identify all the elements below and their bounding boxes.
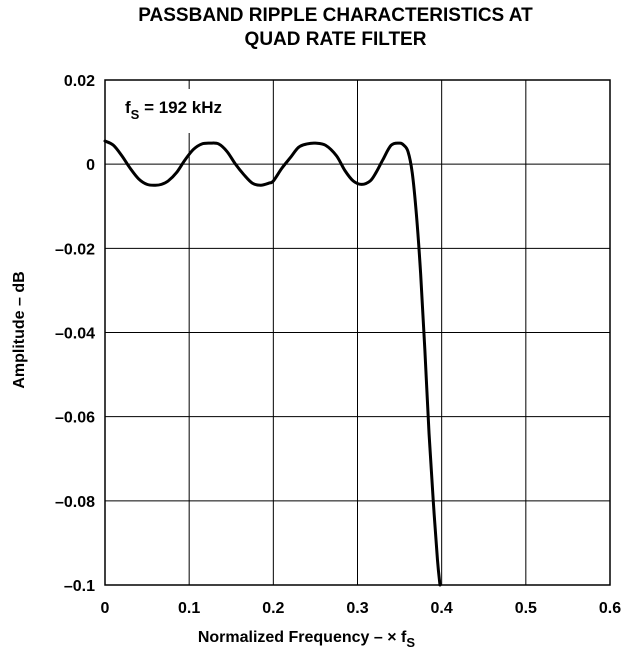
- plot-frame: [104, 79, 611, 586]
- y-tick-label: –0.08: [55, 494, 95, 511]
- x-tick-label: 0.4: [431, 600, 453, 617]
- x-axis-label: Normalized Frequency – × fS: [198, 629, 416, 650]
- x-tick-label: 0.5: [515, 600, 537, 617]
- x-tick-label: 0.1: [178, 600, 200, 617]
- chart-title-line-2: QUAD RATE FILTER: [244, 29, 427, 50]
- y-tick-label: 0: [86, 157, 95, 174]
- grid-lines: [105, 80, 610, 585]
- annotation-box: [108, 89, 263, 133]
- x-tick-label: 0.3: [346, 600, 368, 617]
- tick-labels: 0 0.1 0.2 0.3 0.4 0.5 0.6 0.02 0 –0.02 –0.04 –0.06 –…: [55, 73, 621, 617]
- ripple-curve: [103, 139, 442, 587]
- sample-rate-annotation: fS = 192 kHz: [125, 98, 222, 122]
- y-axis-label: Amplitude – dB: [11, 271, 28, 388]
- y-tick-label: 0.02: [64, 73, 95, 90]
- y-tick-label: –0.06: [55, 410, 95, 427]
- x-tick-label: 0.6: [599, 600, 621, 617]
- y-tick-label: –0.04: [55, 326, 95, 343]
- y-tick-label: –0.1: [64, 578, 95, 595]
- chart-title-line-1: PASSBAND RIPPLE CHARACTERISTICS AT: [138, 5, 533, 26]
- x-tick-label: 0.2: [262, 600, 284, 617]
- x-tick-label: 0: [101, 600, 110, 617]
- y-tick-label: –0.02: [55, 241, 95, 258]
